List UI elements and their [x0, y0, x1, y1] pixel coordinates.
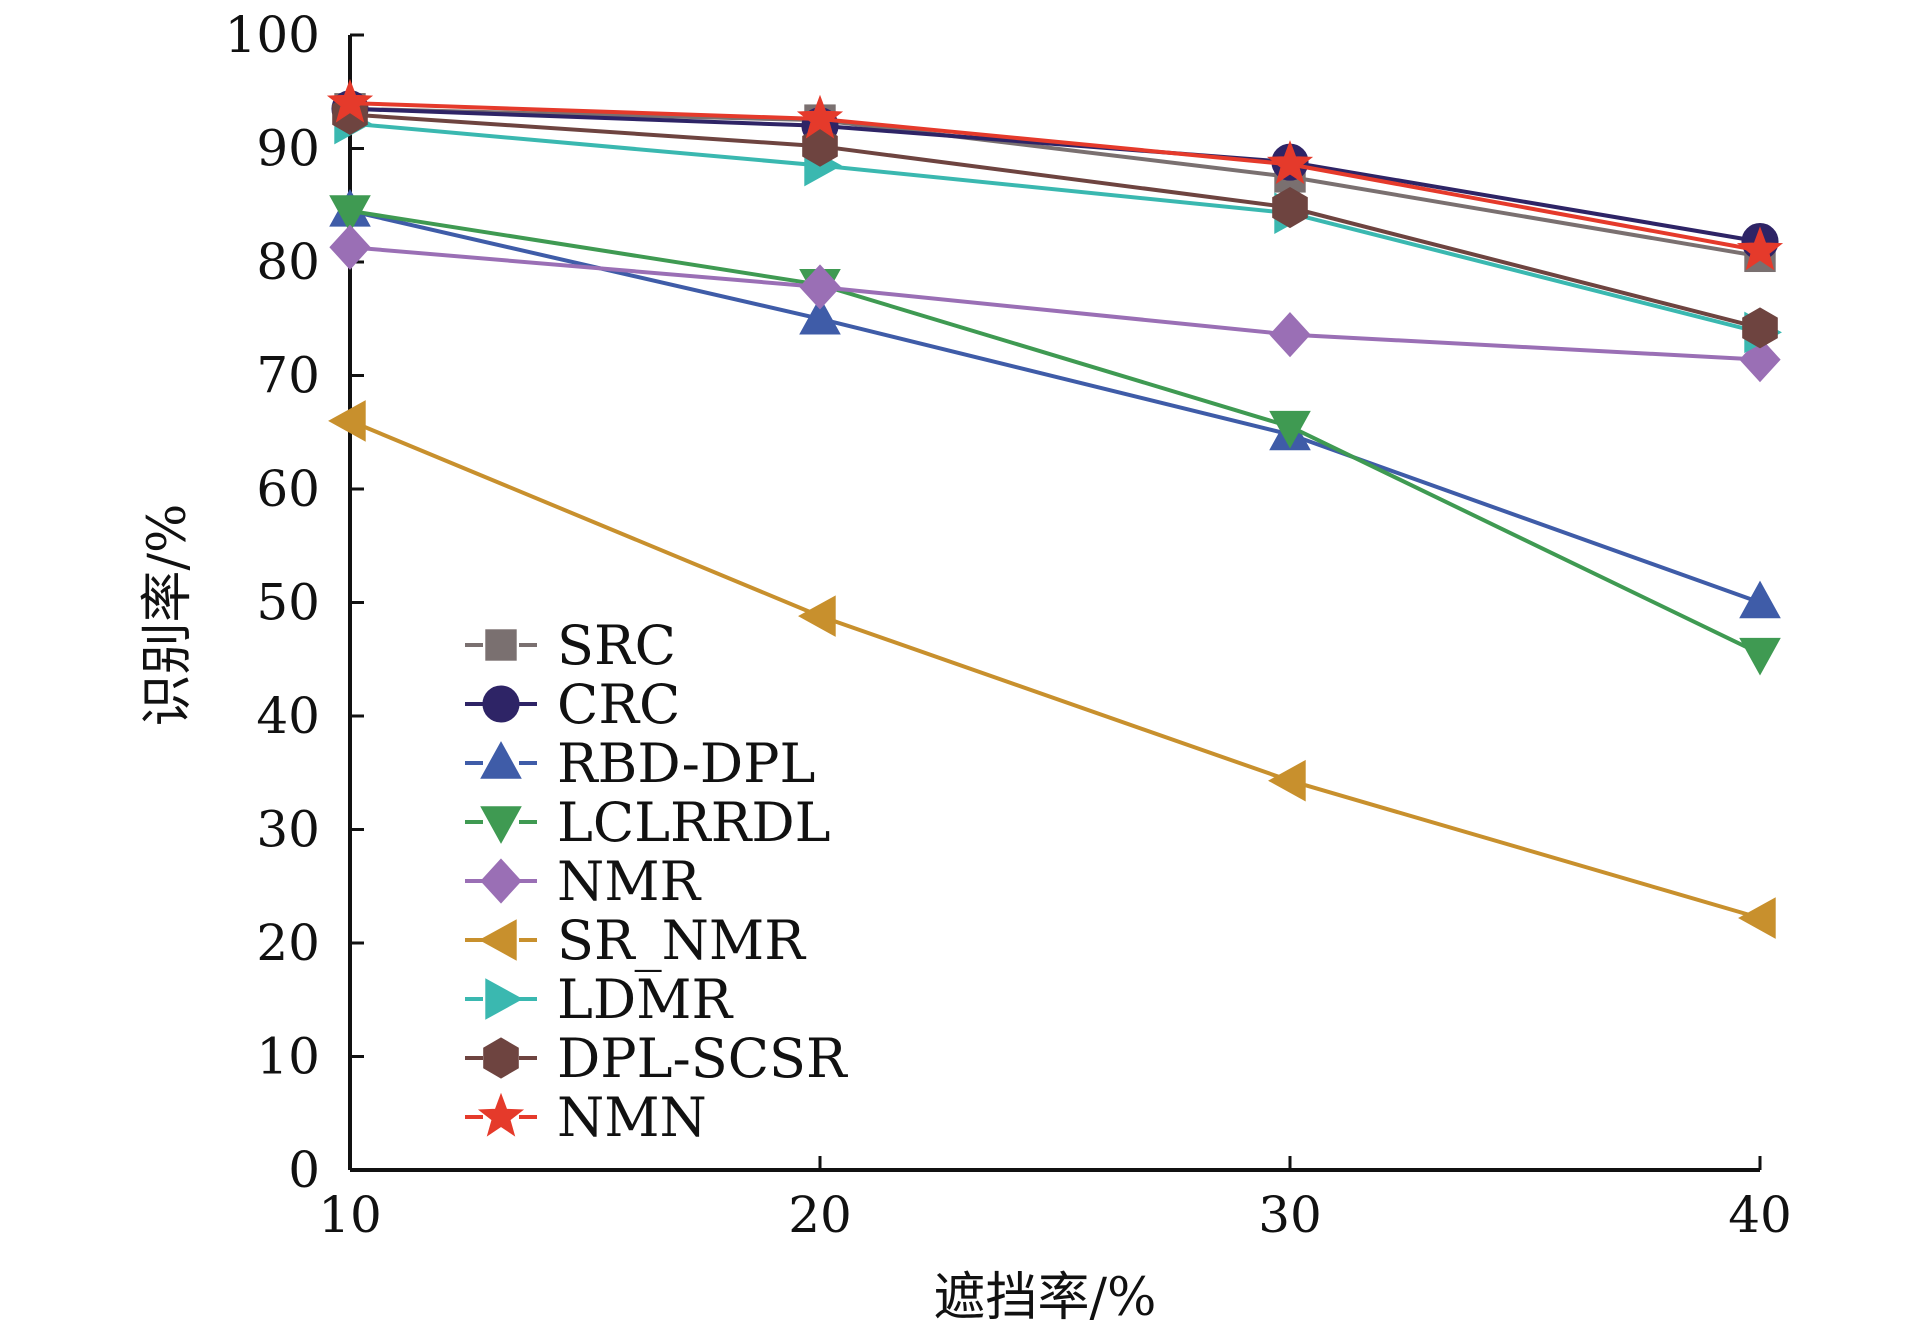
legend-item-nmr: NMR: [465, 850, 702, 913]
series-line-ldmr: [349, 121, 1761, 335]
data-point-nmr: [329, 224, 371, 270]
series-nmn: [326, 78, 1784, 271]
series-line-lclrrdl: [349, 208, 1761, 656]
legend-marker-nmr: [480, 858, 522, 904]
data-point-sr-nmr: [328, 400, 366, 442]
y-tick-label: 90: [256, 120, 320, 178]
legend-item-sr-nmr: SR_NMR: [465, 909, 806, 972]
legend-item-ldmr: LDMR: [465, 968, 733, 1031]
legend-item-dpl-scsr: DPL-SCSR: [465, 1027, 848, 1090]
legend-label-src: SRC: [557, 614, 676, 677]
legend-marker-crc: [482, 685, 520, 723]
series-line-dpl-scsr: [349, 112, 1761, 330]
y-tick-label: 0: [288, 1141, 320, 1199]
legend-label-rbd-dpl: RBD-DPL: [557, 732, 815, 795]
legend-marker-sr-nmr: [479, 919, 517, 961]
series-line-rbd-dpl: [349, 208, 1761, 605]
legend-item-src: SRC: [465, 614, 676, 677]
legend-label-nmn: NMN: [557, 1086, 707, 1149]
y-tick-label: 20: [256, 914, 320, 972]
legend-item-nmn: NMN: [465, 1086, 707, 1149]
data-point-rbd-dpl: [799, 296, 841, 335]
x-axis-label: 遮挡率/%: [934, 1268, 1157, 1323]
y-tick-label: 10: [256, 1028, 320, 1086]
data-point-nmr: [799, 264, 841, 310]
y-tick-label: 40: [256, 687, 320, 745]
data-point-nmn: [1266, 140, 1314, 184]
legend-item-rbd-dpl: RBD-DPL: [465, 732, 815, 795]
series-layer: [326, 78, 1784, 939]
data-point-sr-nmr: [1268, 759, 1306, 802]
y-tick-label: 100: [225, 6, 320, 64]
x-tick-label: 20: [788, 1186, 852, 1244]
data-point-nmn: [796, 94, 844, 139]
series-line-sr-nmr: [349, 419, 1761, 920]
legend-marker-ldmr: [485, 978, 523, 1020]
data-point-nmr: [1269, 312, 1311, 358]
series-line-nmn: [349, 101, 1761, 253]
y-axis-label: 识别率/%: [138, 504, 198, 727]
y-tick-label: 80: [256, 233, 320, 291]
data-point-sr-nmr: [798, 595, 836, 637]
data-point-lclrrdl: [1739, 637, 1781, 676]
legend-marker-lclrrdl: [480, 806, 522, 844]
y-tick-label: 30: [256, 801, 320, 859]
legend-item-lclrrdl: LCLRRDL: [465, 791, 831, 854]
data-point-sr-nmr: [1738, 897, 1776, 939]
legend-label-nmr: NMR: [557, 850, 702, 913]
legend-marker-nmn: [477, 1092, 525, 1137]
legend-marker-rbd-dpl: [480, 741, 522, 779]
data-point-dpl-scsr: [1742, 307, 1778, 349]
data-point-lclrrdl: [329, 195, 371, 233]
legend-label-sr-nmr: SR_NMR: [557, 909, 806, 972]
series-nmr: [329, 224, 1781, 383]
series-line-nmr: [349, 245, 1761, 362]
series-line-src: [349, 106, 1761, 259]
data-point-dpl-scsr: [1272, 187, 1308, 229]
series-rbd-dpl: [329, 188, 1781, 619]
y-tick-label: 70: [256, 347, 320, 405]
legend-marker-dpl-scsr: [483, 1037, 519, 1079]
x-tick-label: 10: [318, 1186, 382, 1244]
series-line-crc: [349, 106, 1761, 244]
series-src: [334, 93, 1776, 273]
data-point-lclrrdl: [1269, 410, 1311, 449]
y-tick-label: 50: [256, 574, 320, 632]
data-point-dpl-scsr: [802, 125, 838, 167]
legend-label-dpl-scsr: DPL-SCSR: [557, 1027, 848, 1090]
y-tick-label: 60: [256, 460, 320, 518]
data-point-nmn: [1736, 226, 1784, 271]
x-tick-label: 40: [1728, 1186, 1792, 1244]
series-dpl-scsr: [332, 93, 1778, 349]
legend-marker-src: [485, 629, 517, 661]
data-point-nmn: [326, 78, 374, 123]
x-tick-label: 30: [1258, 1186, 1322, 1244]
legend-label-crc: CRC: [557, 673, 680, 736]
series-sr-nmr: [328, 400, 1776, 939]
legend-label-lclrrdl: LCLRRDL: [557, 791, 831, 854]
legend: SRCCRCRBD-DPLLCLRRDLNMRSR_NMRLDMRDPL-SCS…: [465, 614, 848, 1149]
legend-item-crc: CRC: [465, 673, 680, 736]
series-lclrrdl: [329, 195, 1781, 676]
legend-label-ldmr: LDMR: [557, 968, 733, 1031]
data-point-rbd-dpl: [1739, 580, 1781, 619]
